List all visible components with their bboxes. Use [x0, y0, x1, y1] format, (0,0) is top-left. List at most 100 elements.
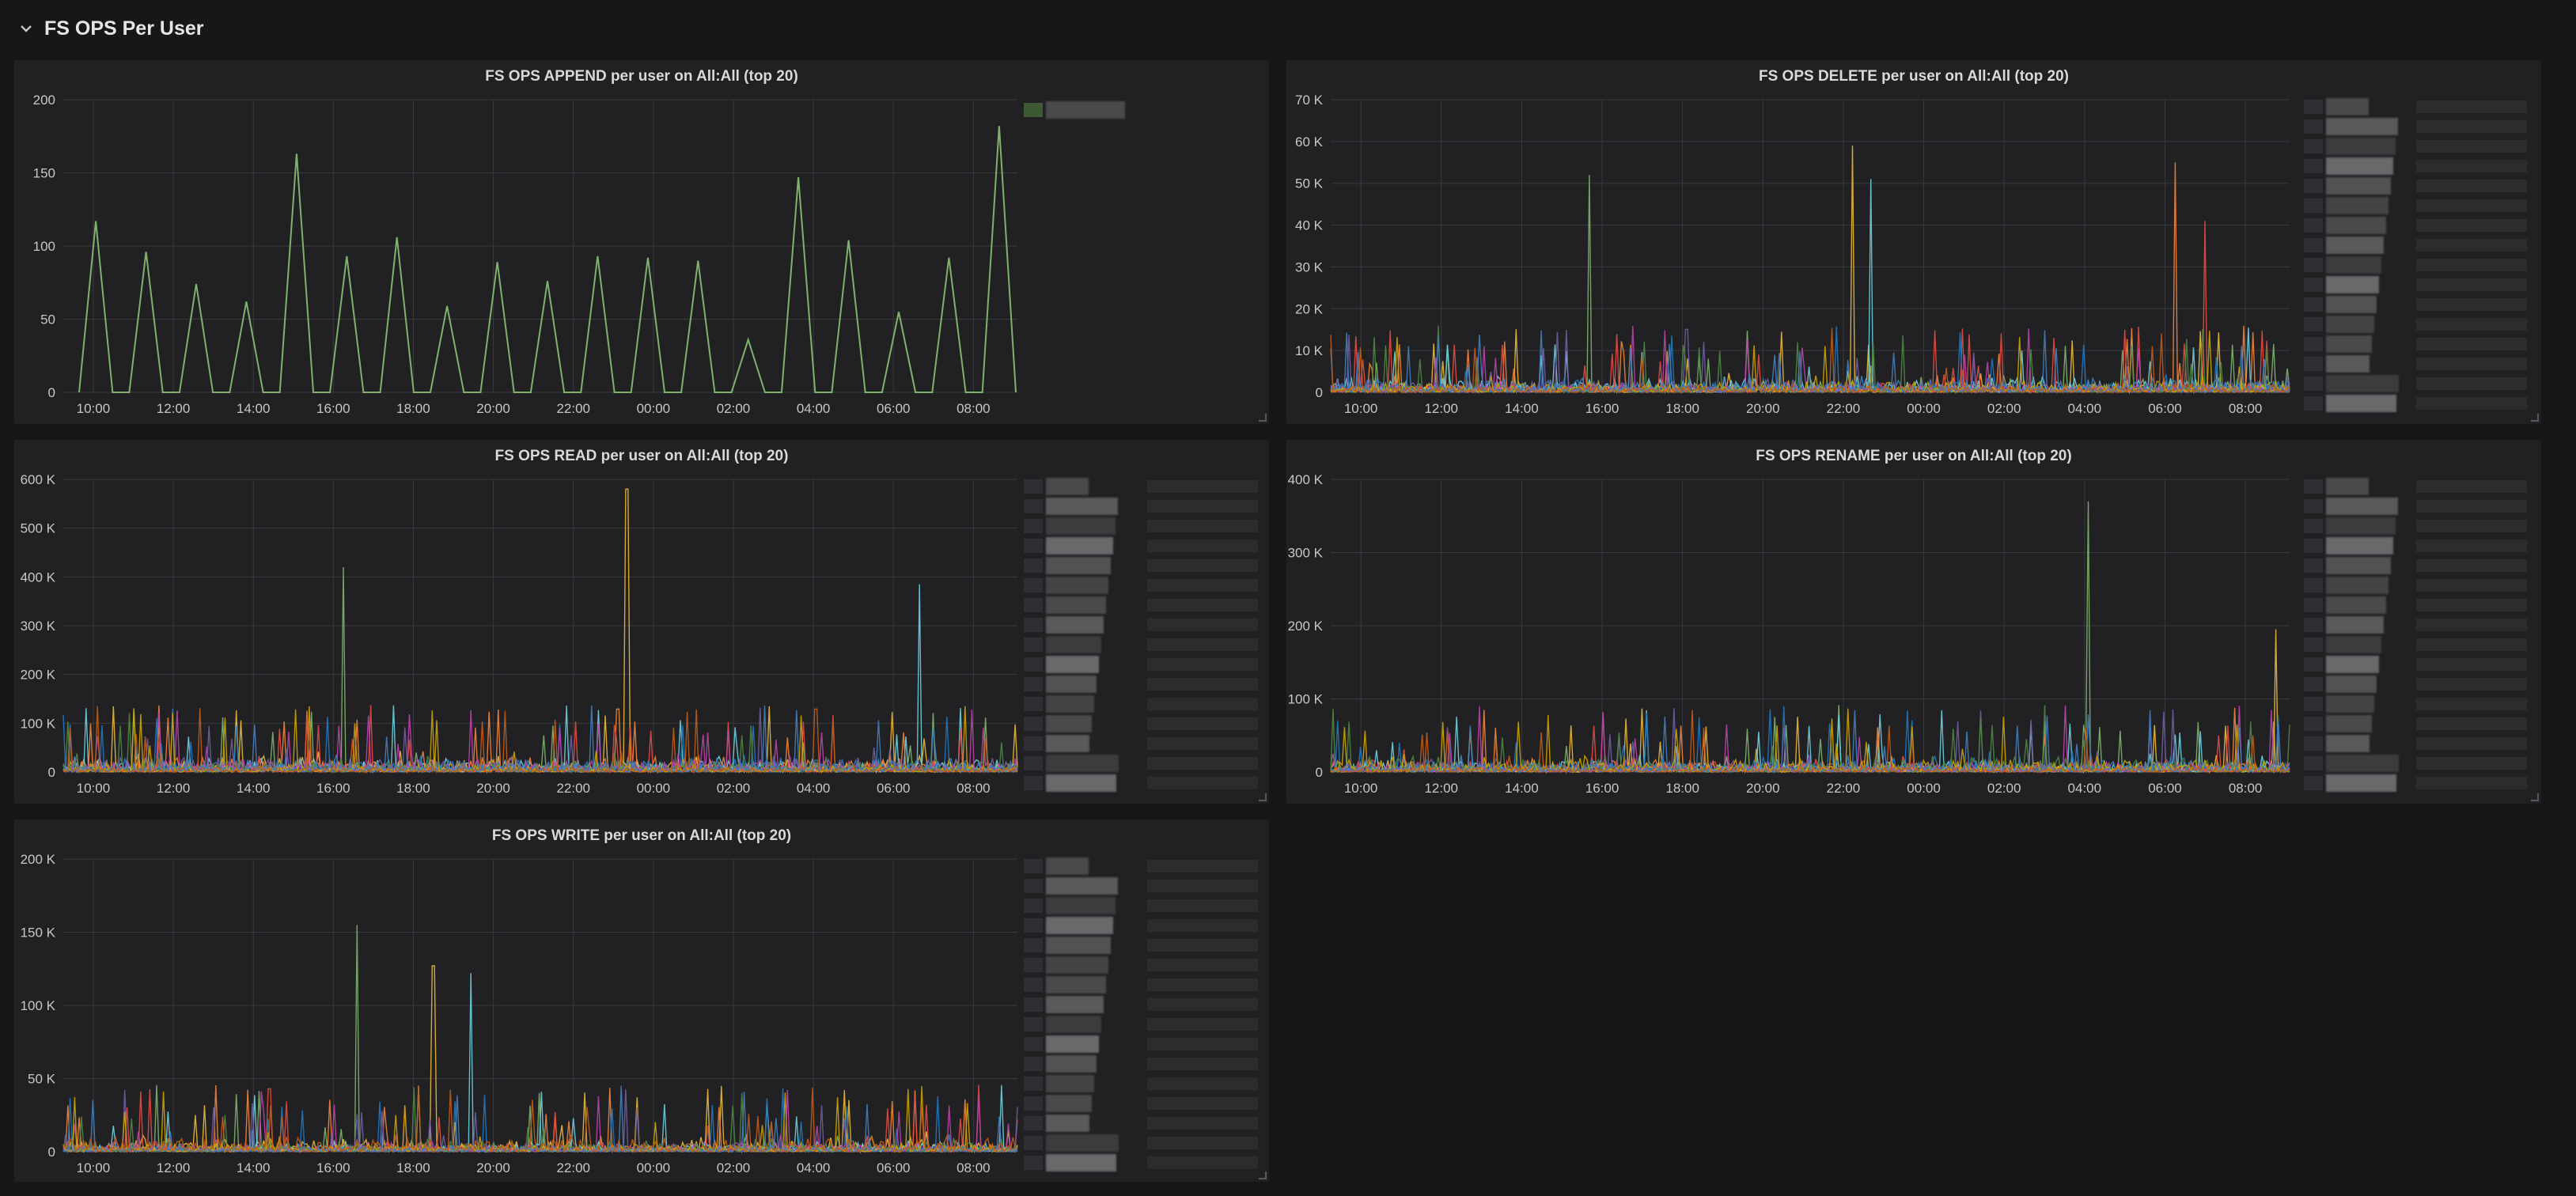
legend-item[interactable] [1024, 536, 1266, 554]
chart-svg[interactable]: 0 50 K 100 K 150 K 200 K 10:00 12:00 14:00 16:00… [14, 819, 1269, 1182]
series-line[interactable] [63, 488, 1018, 774]
series-line[interactable] [1330, 330, 2290, 395]
chart-svg[interactable]: 0 50 100 150 200 10:00 12:00 14:00 16:00 18:00 20:… [14, 60, 1269, 424]
legend-item[interactable] [1024, 895, 1266, 914]
legend-item[interactable] [1024, 1073, 1266, 1092]
legend[interactable] [2304, 97, 2535, 421]
legend-item[interactable] [1024, 100, 1285, 119]
legend-item[interactable] [2304, 694, 2535, 713]
panel-resize-handle[interactable] [1259, 414, 1267, 422]
chart-svg[interactable]: 0 100 K 200 K 300 K 400 K 500 K 600 K 10:00 12:0… [14, 440, 1269, 804]
legend-item[interactable] [2304, 195, 2535, 214]
legend-item[interactable] [2304, 536, 2535, 554]
legend-item[interactable] [1024, 634, 1266, 653]
legend-item[interactable] [2304, 97, 2535, 115]
legend-item[interactable] [2304, 334, 2535, 353]
legend-item[interactable] [1024, 753, 1266, 772]
series-line[interactable] [1330, 710, 2290, 774]
legend-item[interactable] [2304, 753, 2535, 772]
legend-item[interactable] [1024, 694, 1266, 713]
legend-item[interactable] [1024, 915, 1266, 934]
series-line[interactable] [63, 566, 1018, 774]
panel-title[interactable]: FS OPS DELETE per user on All:All (top 2… [1758, 68, 2069, 85]
legend-item[interactable] [2304, 595, 2535, 614]
chevron-down-icon[interactable] [17, 20, 35, 37]
legend-item[interactable] [2304, 615, 2535, 634]
chart-svg[interactable]: 0 10 K 20 K 30 K 40 K 50 K 60 K 70 K 10:00 12:00 1… [1286, 60, 2541, 424]
legend-item[interactable] [2304, 156, 2535, 175]
legend-item[interactable] [2304, 294, 2535, 313]
legend-item[interactable] [2304, 176, 2535, 195]
legend-item[interactable] [2304, 555, 2535, 574]
legend-item[interactable] [2304, 373, 2535, 392]
series-line[interactable] [63, 706, 1018, 774]
series-line[interactable] [63, 1087, 1018, 1154]
series-line[interactable] [1330, 501, 2290, 774]
series-line[interactable] [63, 1084, 1018, 1154]
legend-item[interactable] [1024, 713, 1266, 732]
legend-item[interactable] [1024, 555, 1266, 574]
legend-item[interactable] [1024, 654, 1266, 673]
legend-item[interactable] [1024, 1133, 1266, 1152]
legend-item[interactable] [1024, 476, 1266, 495]
legend-item[interactable] [1024, 733, 1266, 752]
legend-item[interactable] [1024, 876, 1266, 895]
legend-item[interactable] [2304, 713, 2535, 732]
legend-item[interactable] [2304, 575, 2535, 594]
legend[interactable] [2304, 476, 2535, 800]
legend[interactable] [1024, 100, 1285, 131]
series-line[interactable] [78, 126, 1017, 393]
panel-resize-handle[interactable] [2531, 414, 2539, 422]
legend-item[interactable] [1024, 575, 1266, 594]
legend[interactable] [1024, 476, 1266, 800]
legend-item[interactable] [1024, 516, 1266, 535]
legend-item[interactable] [2304, 634, 2535, 653]
chart-svg[interactable]: 0 100 K 200 K 300 K 400 K 10:00 12:00 14:00 16:0… [1286, 440, 2541, 804]
legend[interactable] [1024, 856, 1266, 1180]
legend-item[interactable] [2304, 235, 2535, 254]
legend-item[interactable] [1024, 994, 1266, 1013]
legend-item[interactable] [1024, 1034, 1266, 1053]
legend-item[interactable] [1024, 1014, 1266, 1033]
panel-title[interactable]: FS OPS WRITE per user on All:All (top 20… [491, 827, 792, 844]
legend-item[interactable] [1024, 1113, 1266, 1132]
panel-resize-handle[interactable] [1259, 793, 1267, 801]
legend-item[interactable] [1024, 955, 1266, 974]
series-line[interactable] [1330, 710, 2290, 774]
series-line[interactable] [63, 584, 1018, 774]
legend-item[interactable] [1024, 856, 1266, 875]
legend-item[interactable] [2304, 476, 2535, 495]
legend-item[interactable] [2304, 215, 2535, 234]
legend-item[interactable] [2304, 116, 2535, 135]
legend-item[interactable] [2304, 496, 2535, 515]
legend-item[interactable] [2304, 354, 2535, 373]
series-line[interactable] [1330, 327, 2290, 394]
legend-item[interactable] [2304, 136, 2535, 155]
row-header[interactable]: FS OPS Per User [17, 11, 203, 46]
legend-item[interactable] [1024, 1054, 1266, 1073]
legend-item[interactable] [1024, 496, 1266, 515]
legend-item[interactable] [1024, 674, 1266, 693]
panel-title[interactable]: FS OPS APPEND per user on All:All (top 2… [485, 68, 798, 85]
series-line[interactable] [63, 705, 1018, 774]
legend-item[interactable] [2304, 674, 2535, 693]
legend-item[interactable] [1024, 615, 1266, 634]
legend-item[interactable] [2304, 733, 2535, 752]
legend-item[interactable] [1024, 1152, 1266, 1171]
panel-resize-handle[interactable] [1259, 1171, 1267, 1179]
legend-item[interactable] [2304, 516, 2535, 535]
legend-item[interactable] [1024, 975, 1266, 994]
legend-item[interactable] [2304, 255, 2535, 274]
legend-item[interactable] [1024, 935, 1266, 954]
legend-item[interactable] [2304, 393, 2535, 412]
legend-item[interactable] [2304, 654, 2535, 673]
legend-item[interactable] [1024, 1093, 1266, 1112]
legend-item[interactable] [1024, 773, 1266, 792]
legend-item[interactable] [1024, 595, 1266, 614]
panel-resize-handle[interactable] [2531, 793, 2539, 801]
panel-title[interactable]: FS OPS READ per user on All:All (top 20) [494, 448, 789, 464]
legend-item[interactable] [2304, 314, 2535, 333]
series-line[interactable] [63, 973, 1018, 1154]
series-line[interactable] [1330, 221, 2290, 394]
legend-item[interactable] [2304, 274, 2535, 293]
